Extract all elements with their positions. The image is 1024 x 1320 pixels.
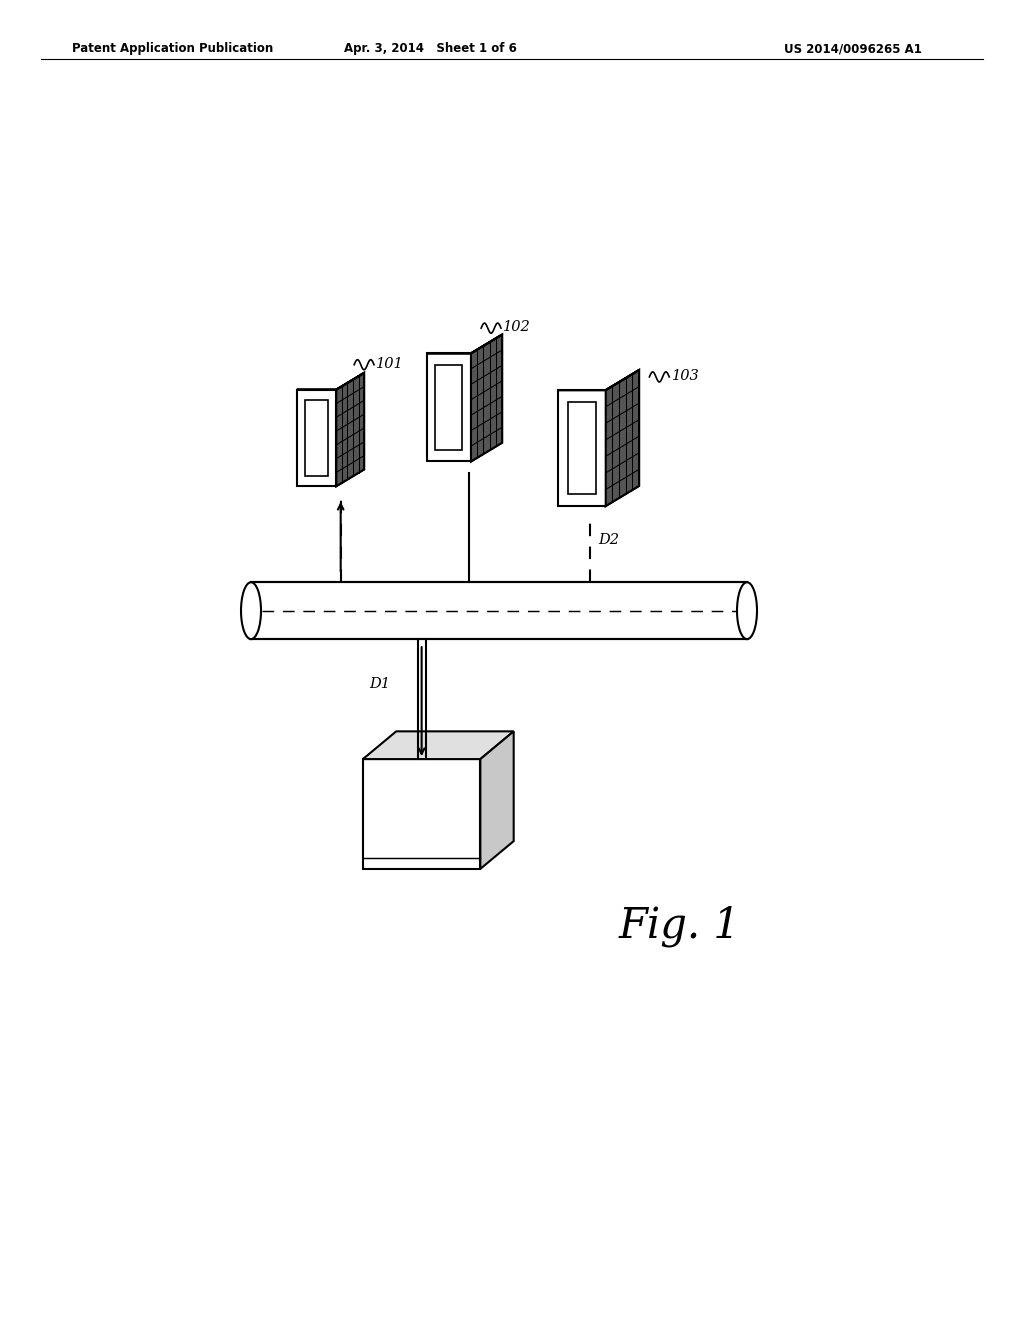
Polygon shape xyxy=(427,354,471,462)
Text: Fig. 1: Fig. 1 xyxy=(618,904,740,946)
Bar xyxy=(251,582,748,639)
Polygon shape xyxy=(362,759,480,869)
Polygon shape xyxy=(558,370,639,391)
Polygon shape xyxy=(471,334,502,462)
Polygon shape xyxy=(297,372,365,389)
Polygon shape xyxy=(480,731,514,869)
Text: Patent Application Publication: Patent Application Publication xyxy=(72,42,273,55)
Polygon shape xyxy=(297,389,336,486)
Polygon shape xyxy=(435,364,462,450)
Polygon shape xyxy=(427,334,502,354)
Text: Apr. 3, 2014   Sheet 1 of 6: Apr. 3, 2014 Sheet 1 of 6 xyxy=(344,42,516,55)
Text: 101: 101 xyxy=(377,356,404,371)
Polygon shape xyxy=(304,400,329,477)
Text: 100: 100 xyxy=(396,801,424,816)
Polygon shape xyxy=(336,372,365,486)
Text: 102: 102 xyxy=(504,321,531,334)
Polygon shape xyxy=(606,370,639,506)
Ellipse shape xyxy=(737,582,757,639)
Text: 103: 103 xyxy=(672,368,699,383)
Polygon shape xyxy=(606,370,639,506)
Polygon shape xyxy=(336,372,365,486)
Polygon shape xyxy=(471,334,502,462)
Polygon shape xyxy=(362,731,514,759)
Text: D1: D1 xyxy=(369,677,390,690)
Text: US 2014/0096265 A1: US 2014/0096265 A1 xyxy=(783,42,922,55)
Text: D2: D2 xyxy=(598,532,618,546)
Ellipse shape xyxy=(241,582,261,639)
Polygon shape xyxy=(567,403,596,494)
Polygon shape xyxy=(558,391,606,506)
